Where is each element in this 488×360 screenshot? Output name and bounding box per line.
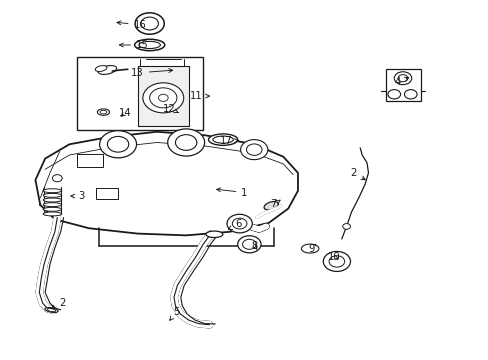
Circle shape bbox=[175, 135, 197, 150]
Text: 2: 2 bbox=[51, 298, 65, 309]
Circle shape bbox=[141, 17, 158, 30]
Ellipse shape bbox=[208, 134, 237, 145]
Circle shape bbox=[240, 140, 267, 159]
Ellipse shape bbox=[212, 136, 233, 143]
Circle shape bbox=[52, 175, 62, 182]
Circle shape bbox=[328, 256, 344, 267]
Polygon shape bbox=[35, 132, 297, 235]
Ellipse shape bbox=[43, 203, 61, 207]
Ellipse shape bbox=[98, 66, 117, 75]
Circle shape bbox=[100, 131, 136, 158]
Ellipse shape bbox=[45, 307, 58, 312]
Bar bbox=[96, 188, 118, 199]
Bar bbox=[77, 154, 103, 167]
Text: 9: 9 bbox=[308, 244, 314, 253]
Circle shape bbox=[393, 72, 411, 85]
Ellipse shape bbox=[134, 39, 164, 51]
Ellipse shape bbox=[47, 309, 56, 312]
Bar bbox=[77, 57, 203, 130]
Text: 3: 3 bbox=[71, 191, 84, 201]
Circle shape bbox=[237, 236, 261, 253]
Bar bbox=[385, 69, 420, 102]
Circle shape bbox=[135, 13, 164, 34]
Circle shape bbox=[397, 75, 407, 82]
Text: 4: 4 bbox=[394, 77, 408, 87]
Text: 1: 1 bbox=[216, 188, 247, 198]
Circle shape bbox=[232, 218, 246, 229]
Circle shape bbox=[242, 239, 256, 249]
Text: 6: 6 bbox=[228, 219, 241, 230]
Ellipse shape bbox=[43, 198, 61, 202]
Ellipse shape bbox=[43, 189, 61, 193]
Text: 7: 7 bbox=[270, 199, 280, 209]
Circle shape bbox=[323, 251, 350, 271]
Text: 8: 8 bbox=[250, 241, 257, 251]
Circle shape bbox=[107, 136, 128, 152]
Circle shape bbox=[158, 94, 168, 102]
Text: 13: 13 bbox=[131, 68, 172, 78]
Ellipse shape bbox=[97, 109, 109, 115]
Ellipse shape bbox=[95, 66, 107, 72]
Bar bbox=[137, 66, 188, 126]
Text: 5: 5 bbox=[169, 307, 179, 320]
Ellipse shape bbox=[264, 202, 278, 210]
Text: 16: 16 bbox=[117, 19, 146, 30]
Circle shape bbox=[142, 83, 183, 113]
Text: 11: 11 bbox=[189, 91, 209, 101]
Text: 12: 12 bbox=[163, 104, 178, 113]
Text: 17: 17 bbox=[219, 136, 238, 146]
Circle shape bbox=[342, 224, 350, 229]
Ellipse shape bbox=[43, 193, 61, 197]
Text: 14: 14 bbox=[119, 108, 131, 118]
Circle shape bbox=[404, 90, 416, 99]
Circle shape bbox=[246, 144, 262, 156]
Ellipse shape bbox=[139, 41, 160, 49]
Circle shape bbox=[226, 214, 252, 233]
Circle shape bbox=[149, 88, 177, 108]
Text: 15: 15 bbox=[119, 40, 148, 50]
Text: 2: 2 bbox=[350, 168, 365, 180]
Ellipse shape bbox=[43, 207, 61, 211]
Ellipse shape bbox=[100, 111, 107, 114]
Text: 10: 10 bbox=[327, 252, 340, 262]
Circle shape bbox=[387, 90, 400, 99]
Ellipse shape bbox=[43, 212, 61, 216]
Ellipse shape bbox=[205, 231, 223, 238]
Circle shape bbox=[167, 129, 204, 156]
